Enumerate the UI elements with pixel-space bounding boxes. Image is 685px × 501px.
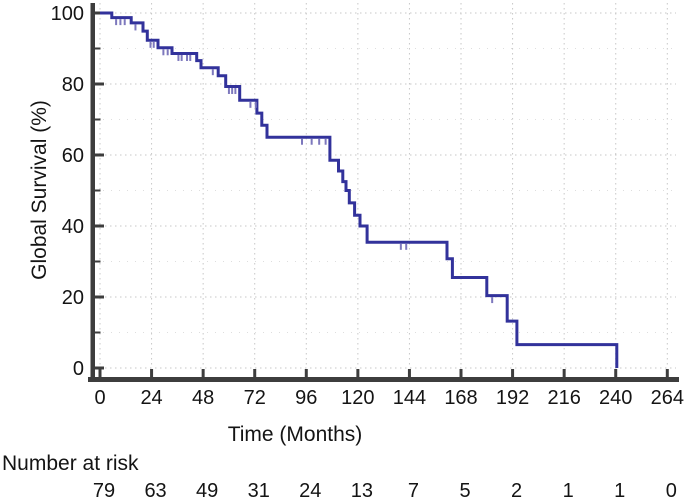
risk-count: 1 [563,480,574,501]
x-tick-label: 264 [651,387,684,409]
risk-count-row: 79 63 49 31 24 13 7 5 2 1 1 0 [93,480,677,501]
x-tick-label: 0 [94,387,105,409]
y-tick-label: 60 [62,145,84,167]
risk-count: 5 [459,480,470,501]
y-tick-label: 0 [73,358,84,380]
x-tick-label: 144 [393,387,426,409]
x-tick-label: 48 [192,387,214,409]
risk-count: 24 [299,480,321,501]
x-tick-label: 72 [244,387,266,409]
axes [88,3,679,382]
x-tick-label: 120 [341,387,374,409]
x-tick-label: 24 [140,387,162,409]
risk-count: 13 [351,480,373,501]
risk-count: 79 [93,480,115,501]
x-tick-labels: 0 24 48 72 96 120 144 168 192 216 240 264 [94,387,684,409]
risk-count: 0 [666,480,677,501]
y-tick-label: 100 [51,3,84,25]
risk-count: 2 [511,480,522,501]
y-axis-spine [90,3,95,382]
x-tick-label: 96 [295,387,317,409]
risk-count: 1 [614,480,625,501]
y-axis-title: Global Survival (%) [28,100,51,280]
y-tick-label: 40 [62,216,84,238]
risk-count: 31 [248,480,270,501]
risk-count: 7 [408,480,419,501]
y-tick-label: 20 [62,287,84,309]
risk-count: 63 [144,480,166,501]
y-tick-label: 80 [62,74,84,96]
x-axis-spine [88,377,679,382]
censor-marks [115,19,494,304]
gridlines-minor [95,48,676,333]
y-tick-labels: 0 20 40 60 80 100 [51,3,84,380]
x-tick-label: 216 [547,387,580,409]
km-survival-curve [100,11,619,368]
risk-count: 49 [196,480,218,501]
x-tick-label: 240 [599,387,632,409]
number-at-risk-label: Number at risk [2,452,139,475]
gridlines-major [95,3,676,369]
x-tick-label: 192 [496,387,529,409]
x-tick-label: 168 [444,387,477,409]
x-axis-title: Time (Months) [228,423,363,446]
axis-ticks [95,11,669,377]
